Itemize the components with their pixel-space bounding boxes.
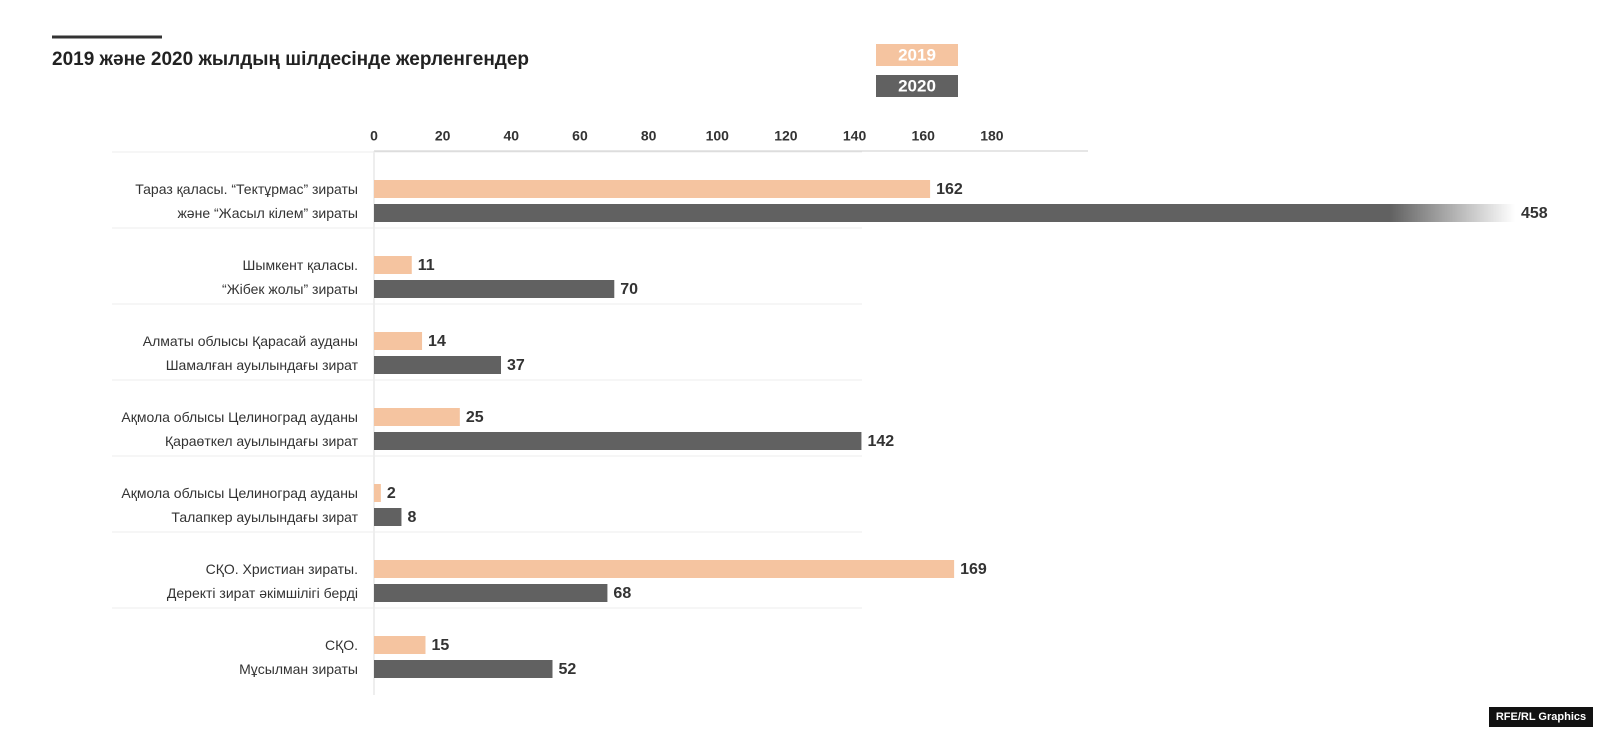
x-tick-label: 60 xyxy=(572,128,588,144)
chart-title: 2019 және 2020 жылдың шілдесінде жерленг… xyxy=(52,49,529,70)
bar xyxy=(374,508,402,526)
bar xyxy=(374,584,608,602)
bar xyxy=(374,356,502,374)
value-label: 15 xyxy=(431,637,449,654)
value-label: 68 xyxy=(613,585,631,602)
x-tick-label: 100 xyxy=(706,128,730,144)
category-label: Ақмола облысы Целиноград ауданы Талапкер… xyxy=(121,485,358,525)
x-tick-label: 160 xyxy=(912,128,936,144)
value-label: 70 xyxy=(620,281,638,298)
value-label: 37 xyxy=(507,357,525,374)
x-tick-label: 80 xyxy=(641,128,657,144)
category-label: СҚО. Христиан зираты. Деректі зират әкім… xyxy=(166,561,358,601)
category-label: Тараз қаласы. “Тектұрмас” зираты және “Ж… xyxy=(135,181,358,221)
bar xyxy=(374,408,460,426)
category-label: Алматы облысы Қарасай ауданы Шамалған ау… xyxy=(142,333,358,373)
bar xyxy=(374,484,381,502)
legend-label: 2020 xyxy=(898,76,936,95)
x-tick-label: 20 xyxy=(435,128,451,144)
category-label: СҚО. Мұсылман зираты xyxy=(239,637,358,677)
value-label: 2 xyxy=(387,485,396,502)
bar xyxy=(374,432,862,450)
legend-swatch xyxy=(876,75,958,97)
value-label: 14 xyxy=(428,333,446,350)
source-box xyxy=(1489,707,1593,727)
value-label: 8 xyxy=(407,509,416,526)
value-label: 162 xyxy=(936,181,963,198)
category-label: Шымкент қаласы. “Жібек жолы” зираты xyxy=(222,257,358,297)
bar xyxy=(374,256,412,274)
value-label: 25 xyxy=(466,409,484,426)
bar xyxy=(374,204,1600,222)
x-tick-label: 40 xyxy=(504,128,520,144)
value-label: 11 xyxy=(418,257,435,274)
bar xyxy=(374,180,931,198)
bar xyxy=(374,636,426,654)
bar xyxy=(374,660,553,678)
value-label: 52 xyxy=(559,661,577,678)
value-label: 169 xyxy=(960,561,987,578)
legend-label: 2019 xyxy=(898,45,936,64)
category-label: Ақмола облысы Целиноград ауданы Қараөтке… xyxy=(121,409,358,449)
x-tick-label: 120 xyxy=(774,128,798,144)
value-label: 142 xyxy=(867,433,894,450)
x-tick-label: 140 xyxy=(843,128,867,144)
source: RFE/RL Graphics xyxy=(1496,711,1586,723)
legend-swatch xyxy=(876,44,958,66)
bar xyxy=(374,560,955,578)
value-label: 458 xyxy=(1521,205,1548,222)
x-tick-label: 0 xyxy=(370,128,378,144)
bar xyxy=(374,332,423,350)
x-tick-label: 180 xyxy=(980,128,1004,144)
bar xyxy=(374,280,615,298)
